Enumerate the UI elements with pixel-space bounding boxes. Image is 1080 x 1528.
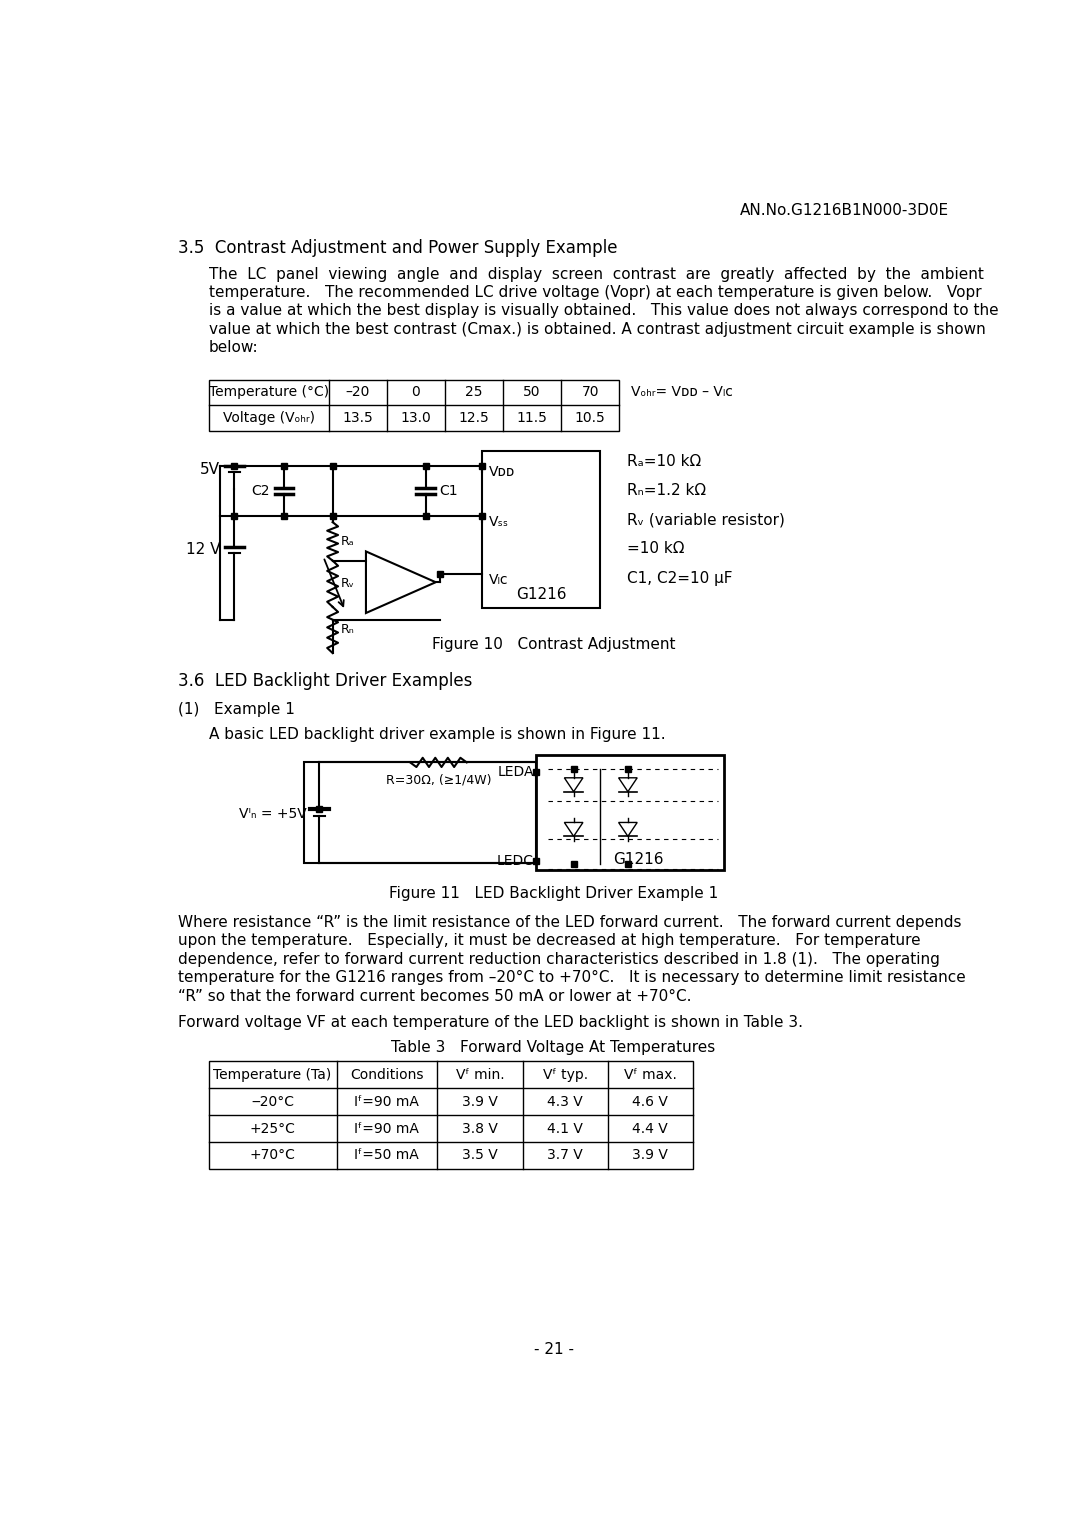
Text: 25: 25 — [465, 385, 483, 399]
Text: temperature.   The recommended LC drive voltage (Vopr) at each temperature is gi: temperature. The recommended LC drive vo… — [208, 286, 982, 299]
Text: - 21 -: - 21 - — [534, 1342, 573, 1357]
Text: =10 kΩ: =10 kΩ — [627, 541, 685, 556]
Text: dependence, refer to forward current reduction characteristics described in 1.8 : dependence, refer to forward current red… — [177, 952, 940, 967]
Text: Forward voltage VF at each temperature of the LED backlight is shown in Table 3.: Forward voltage VF at each temperature o… — [177, 1015, 802, 1030]
Text: Iᶠ=50 mA: Iᶠ=50 mA — [354, 1149, 419, 1163]
Text: 3.6  LED Backlight Driver Examples: 3.6 LED Backlight Driver Examples — [177, 671, 472, 689]
Text: Vᴵₙ = +5V: Vᴵₙ = +5V — [240, 807, 307, 821]
Text: Conditions: Conditions — [350, 1068, 423, 1082]
Text: Iᶠ=90 mA: Iᶠ=90 mA — [354, 1122, 419, 1135]
Text: Table 3   Forward Voltage At Temperatures: Table 3 Forward Voltage At Temperatures — [391, 1039, 716, 1054]
Text: Temperature (Ta): Temperature (Ta) — [214, 1068, 332, 1082]
Polygon shape — [565, 822, 583, 836]
Text: A basic LED backlight driver example is shown in Figure 11.: A basic LED backlight driver example is … — [208, 727, 665, 743]
Text: Figure 11   LED Backlight Driver Example 1: Figure 11 LED Backlight Driver Example 1 — [389, 886, 718, 900]
Text: 4.4 V: 4.4 V — [633, 1122, 669, 1135]
Text: Rᵥ: Rᵥ — [340, 578, 354, 590]
Text: 50: 50 — [524, 385, 541, 399]
Text: Vₗᴄ: Vₗᴄ — [488, 573, 508, 587]
Text: 13.5: 13.5 — [342, 411, 374, 425]
Text: The  LC  panel  viewing  angle  and  display  screen  contrast  are  greatly  af: The LC panel viewing angle and display s… — [208, 266, 984, 281]
Text: 4.3 V: 4.3 V — [548, 1094, 583, 1109]
Text: value at which the best contrast (Cmax.) is obtained. A contrast adjustment circ: value at which the best contrast (Cmax.)… — [208, 322, 985, 338]
Text: Where resistance “R” is the limit resistance of the LED forward current.   The f: Where resistance “R” is the limit resist… — [177, 915, 961, 931]
Text: Figure 10   Contrast Adjustment: Figure 10 Contrast Adjustment — [432, 637, 675, 652]
Text: Vᴅᴅ: Vᴅᴅ — [488, 465, 515, 480]
Text: “R” so that the forward current becomes 50 mA or lower at +70°C.: “R” so that the forward current becomes … — [177, 989, 691, 1004]
Text: Rᵥ (variable resistor): Rᵥ (variable resistor) — [627, 512, 785, 527]
Bar — [537, 755, 724, 871]
Text: Voltage (Vₒₕᵣ): Voltage (Vₒₕᵣ) — [222, 411, 314, 425]
Text: R=30Ω, (≥1/4W): R=30Ω, (≥1/4W) — [386, 773, 491, 787]
Text: AN.No.G1216B1N000-3D0E: AN.No.G1216B1N000-3D0E — [740, 203, 948, 217]
Text: LEDA: LEDA — [498, 764, 535, 779]
Bar — [303, 762, 537, 862]
Text: 11.5: 11.5 — [516, 411, 548, 425]
Text: (1)   Example 1: (1) Example 1 — [177, 703, 295, 717]
Text: Rₐ=10 kΩ: Rₐ=10 kΩ — [627, 454, 701, 469]
Text: C1: C1 — [440, 484, 458, 498]
Polygon shape — [619, 778, 637, 792]
Text: 3.5 V: 3.5 V — [462, 1149, 498, 1163]
Text: Vᶠ max.: Vᶠ max. — [624, 1068, 677, 1082]
Text: 3.5  Contrast Adjustment and Power Supply Example: 3.5 Contrast Adjustment and Power Supply… — [177, 238, 617, 257]
Text: +25°C: +25°C — [249, 1122, 296, 1135]
Text: 3.9 V: 3.9 V — [462, 1094, 498, 1109]
Bar — [208, 380, 619, 431]
Text: upon the temperature.   Especially, it must be decreased at high temperature.   : upon the temperature. Especially, it mus… — [177, 934, 920, 949]
Text: –20: –20 — [346, 385, 370, 399]
Text: 12 V: 12 V — [186, 542, 220, 558]
Text: ‒20°C: ‒20°C — [251, 1094, 294, 1109]
Text: G1216: G1216 — [612, 853, 663, 866]
Polygon shape — [366, 552, 435, 613]
Text: 12.5: 12.5 — [459, 411, 489, 425]
Text: +70°C: +70°C — [249, 1149, 296, 1163]
Text: C1, C2=10 μF: C1, C2=10 μF — [627, 570, 732, 585]
Bar — [208, 1060, 693, 1169]
Text: Vᶠ typ.: Vᶠ typ. — [542, 1068, 588, 1082]
Polygon shape — [619, 822, 637, 836]
Text: Rₐ: Rₐ — [340, 535, 354, 549]
Text: Vᶠ min.: Vᶠ min. — [456, 1068, 504, 1082]
Text: 3.9 V: 3.9 V — [633, 1149, 669, 1163]
Text: 5V: 5V — [200, 461, 220, 477]
Text: Vₛₛ: Vₛₛ — [488, 515, 509, 529]
Text: 3.7 V: 3.7 V — [548, 1149, 583, 1163]
Bar — [482, 451, 600, 608]
Text: 0: 0 — [411, 385, 420, 399]
Text: 3.8 V: 3.8 V — [462, 1122, 498, 1135]
Text: 70: 70 — [581, 385, 599, 399]
Text: 4.1 V: 4.1 V — [548, 1122, 583, 1135]
Text: 10.5: 10.5 — [575, 411, 606, 425]
Text: Temperature (°C): Temperature (°C) — [208, 385, 328, 399]
Text: temperature for the G1216 ranges from –20°C to +70°C.   It is necessary to deter: temperature for the G1216 ranges from –2… — [177, 970, 966, 986]
Polygon shape — [565, 778, 583, 792]
Text: is a value at which the best display is visually obtained.   This value does not: is a value at which the best display is … — [208, 304, 998, 318]
Text: 13.0: 13.0 — [401, 411, 431, 425]
Text: Iᶠ=90 mA: Iᶠ=90 mA — [354, 1094, 419, 1109]
Text: 4.6 V: 4.6 V — [633, 1094, 669, 1109]
Text: Rₙ=1.2 kΩ: Rₙ=1.2 kΩ — [627, 483, 706, 498]
Text: below:: below: — [208, 341, 258, 356]
Text: Vₒₕᵣ= Vᴅᴅ – Vₗᴄ: Vₒₕᵣ= Vᴅᴅ – Vₗᴄ — [631, 385, 733, 399]
Text: Rₙ: Rₙ — [340, 623, 354, 637]
Text: G1216: G1216 — [516, 587, 566, 602]
Text: LEDC: LEDC — [497, 854, 535, 868]
Text: C2: C2 — [252, 484, 270, 498]
